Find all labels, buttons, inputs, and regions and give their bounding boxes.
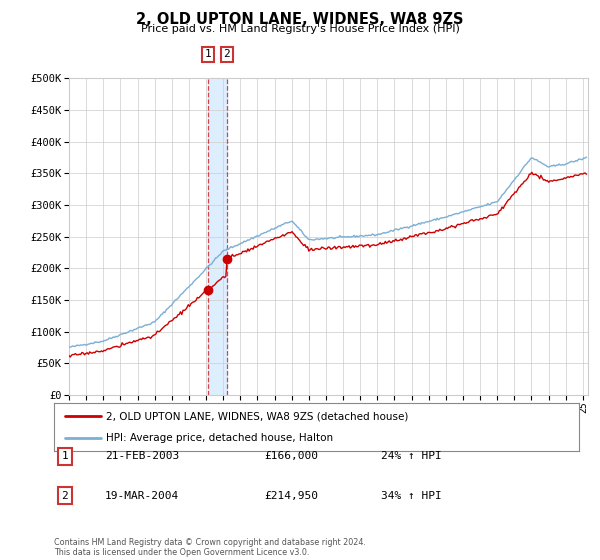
Text: 24% ↑ HPI: 24% ↑ HPI — [381, 451, 442, 461]
Text: HPI: Average price, detached house, Halton: HPI: Average price, detached house, Halt… — [107, 433, 334, 443]
Text: 34% ↑ HPI: 34% ↑ HPI — [381, 491, 442, 501]
Text: £166,000: £166,000 — [264, 451, 318, 461]
Text: 1: 1 — [61, 451, 68, 461]
Text: 1: 1 — [205, 49, 212, 59]
Text: 2, OLD UPTON LANE, WIDNES, WA8 9ZS: 2, OLD UPTON LANE, WIDNES, WA8 9ZS — [136, 12, 464, 27]
Text: 2, OLD UPTON LANE, WIDNES, WA8 9ZS (detached house): 2, OLD UPTON LANE, WIDNES, WA8 9ZS (deta… — [107, 411, 409, 421]
Text: Price paid vs. HM Land Registry's House Price Index (HPI): Price paid vs. HM Land Registry's House … — [140, 24, 460, 34]
Text: £214,950: £214,950 — [264, 491, 318, 501]
Text: 21-FEB-2003: 21-FEB-2003 — [105, 451, 179, 461]
Text: 19-MAR-2004: 19-MAR-2004 — [105, 491, 179, 501]
Text: 2: 2 — [61, 491, 68, 501]
Text: Contains HM Land Registry data © Crown copyright and database right 2024.
This d: Contains HM Land Registry data © Crown c… — [54, 538, 366, 557]
Bar — [208, 78, 227, 395]
Text: 2: 2 — [223, 49, 230, 59]
